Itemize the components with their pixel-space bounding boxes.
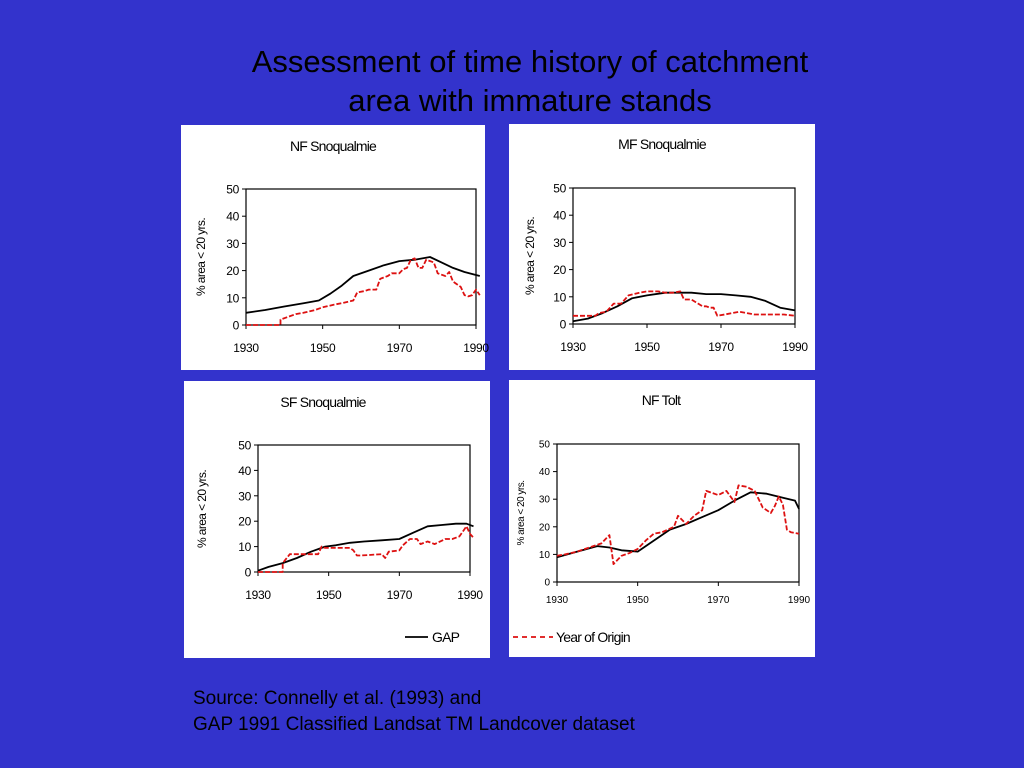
y-tick-label: 0 bbox=[233, 319, 240, 333]
y-tick-label: 0 bbox=[544, 578, 550, 589]
source-line-1: Source: Connelly et al. (1993) and bbox=[193, 688, 482, 709]
x-tick-label: 1950 bbox=[310, 341, 336, 355]
slide-title-line-2: area with immature stands bbox=[348, 83, 712, 118]
y-tick-label: 10 bbox=[226, 291, 239, 305]
series-line-year-of-origin bbox=[246, 257, 481, 326]
chart-nf-tolt: NF Tolt % area < 20 yrs. 0 10 20 30 40 50 1930 19… bbox=[513, 392, 811, 645]
source-line-2: GAP 1991 Classified Landsat TM Landcover… bbox=[193, 714, 635, 735]
y-tick-label: 30 bbox=[238, 489, 251, 503]
y-tick-label: 20 bbox=[553, 263, 566, 277]
chart-title: NF Snoqualmie bbox=[290, 138, 377, 154]
y-axis-label: % area < 20 yrs. bbox=[516, 480, 527, 545]
x-tick-label: 1990 bbox=[788, 595, 811, 606]
y-tick-label: 50 bbox=[226, 183, 239, 197]
x-tick-label: 1990 bbox=[457, 588, 483, 602]
x-tick-label: 1970 bbox=[387, 341, 413, 355]
y-tick-label: 10 bbox=[553, 290, 566, 304]
y-tick-label: 10 bbox=[238, 540, 251, 554]
y-tick-label: 30 bbox=[539, 495, 551, 506]
y-axis-label: % area < 20 yrs. bbox=[195, 470, 209, 548]
y-tick-label: 10 bbox=[539, 550, 551, 561]
y-tick-label: 30 bbox=[553, 236, 566, 250]
y-tick-label: 0 bbox=[560, 318, 567, 332]
series-line-gap bbox=[572, 291, 796, 323]
y-tick-label: 40 bbox=[238, 464, 251, 478]
x-tick-label: 1990 bbox=[782, 340, 808, 354]
chart-title: MF Snoqualmie bbox=[618, 136, 707, 152]
plot-area bbox=[572, 187, 796, 325]
series-line-gap bbox=[245, 256, 481, 314]
y-tick-label: 30 bbox=[226, 237, 239, 251]
chart-panel-nf-tolt: NF Tolt % area < 20 yrs. 0 10 20 30 40 50 1930 19… bbox=[509, 380, 815, 657]
slide-title-line-1: Assessment of time history of catchment bbox=[251, 44, 809, 79]
y-tick-label: 40 bbox=[553, 209, 566, 223]
series-line-gap bbox=[556, 491, 800, 559]
x-tick-label: 1930 bbox=[546, 595, 569, 606]
series-line-gap bbox=[257, 522, 474, 572]
y-tick-label: 20 bbox=[539, 522, 551, 533]
chart-nf-snoqualmie: NF Snoqualmie % area < 20 yrs. 0 10 20 30 40 50… bbox=[194, 138, 490, 355]
series-line-year-of-origin bbox=[573, 290, 796, 317]
slide-title: Assessment of time history of catchment … bbox=[150, 42, 910, 120]
x-tick-label: 1950 bbox=[627, 595, 650, 606]
legend-year-of-origin-label: Year of Origin bbox=[556, 629, 630, 645]
chart-title: SF Snoqualmie bbox=[280, 394, 366, 410]
y-tick-label: 20 bbox=[238, 515, 251, 529]
source-citation: Source: Connelly et al. (1993) and GAP 1… bbox=[193, 686, 635, 738]
y-tick-label: 40 bbox=[539, 467, 551, 478]
y-tick-label: 50 bbox=[238, 439, 251, 453]
x-tick-label: 1950 bbox=[634, 340, 660, 354]
plot-area bbox=[556, 443, 800, 583]
chart-panel-sf-snoqualmie: SF Snoqualmie % area < 20 yrs. 0 10 20 30 40 50… bbox=[184, 381, 490, 658]
x-tick-label: 1990 bbox=[463, 341, 489, 355]
plot-area bbox=[245, 188, 477, 326]
chart-panel-mf-snoqualmie: MF Snoqualmie % area < 20 yrs. 0 10 20 30 40 50… bbox=[509, 124, 815, 370]
x-tick-label: 1950 bbox=[316, 588, 342, 602]
x-tick-label: 1930 bbox=[560, 340, 586, 354]
x-tick-label: 1970 bbox=[387, 588, 413, 602]
y-tick-label: 40 bbox=[226, 210, 239, 224]
chart-title: NF Tolt bbox=[642, 392, 681, 408]
y-tick-label: 20 bbox=[226, 264, 239, 278]
chart-mf-snoqualmie: MF Snoqualmie % area < 20 yrs. 0 10 20 30 40 50… bbox=[523, 136, 809, 354]
x-tick-label: 1970 bbox=[708, 340, 734, 354]
x-tick-label: 1970 bbox=[707, 595, 730, 606]
x-tick-label: 1930 bbox=[233, 341, 259, 355]
chart-sf-snoqualmie: SF Snoqualmie % area < 20 yrs. 0 10 20 30 40 50… bbox=[195, 394, 484, 645]
legend-gap-label: GAP bbox=[432, 629, 460, 645]
y-tick-label: 50 bbox=[539, 440, 551, 451]
series-line-year-of-origin bbox=[258, 525, 475, 573]
y-tick-label: 0 bbox=[245, 566, 252, 580]
chart-panel-nf-snoqualmie: NF Snoqualmie % area < 20 yrs. 0 10 20 30 40 50… bbox=[181, 125, 490, 370]
plot-area bbox=[257, 444, 471, 573]
y-tick-label: 50 bbox=[553, 182, 566, 196]
x-tick-label: 1930 bbox=[245, 588, 271, 602]
series-line-year-of-origin bbox=[556, 484, 800, 566]
y-axis-label: % area < 20 yrs. bbox=[523, 217, 537, 295]
y-axis-label: % area < 20 yrs. bbox=[194, 218, 208, 296]
